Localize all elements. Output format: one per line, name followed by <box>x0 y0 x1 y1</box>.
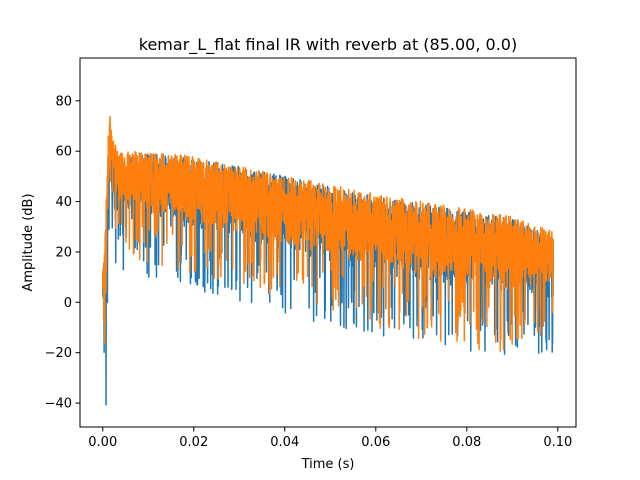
x-tick-label: 0.00 <box>88 435 117 450</box>
y-axis-title: Amplitude (dB) <box>21 193 36 291</box>
x-tick-label: 0.06 <box>361 435 390 450</box>
y-tick-label: 0 <box>64 296 72 311</box>
x-axis: 0.00 0.02 0.04 0.06 0.08 0.10 <box>88 427 572 450</box>
series-line-2 <box>102 115 554 353</box>
y-tick-label: 60 <box>55 145 72 160</box>
y-tick-label: 20 <box>55 245 72 260</box>
series-layer <box>102 115 554 406</box>
y-tick-label: 40 <box>55 195 72 210</box>
y-tick-label: −40 <box>45 397 72 412</box>
x-axis-title: Time (s) <box>301 457 355 472</box>
y-tick-label: 80 <box>55 94 72 109</box>
y-axis: −40 −20 0 20 40 60 80 <box>45 94 80 412</box>
y-tick-label: −20 <box>45 346 72 361</box>
plot-frame <box>79 57 577 428</box>
x-tick-label: 0.04 <box>270 435 299 450</box>
x-tick-label: 0.02 <box>179 435 208 450</box>
chart-title: kemar_L_flat final IR with reverb at (85… <box>139 35 517 55</box>
x-tick-label: 0.08 <box>452 435 481 450</box>
x-tick-label: 0.10 <box>543 435 572 450</box>
